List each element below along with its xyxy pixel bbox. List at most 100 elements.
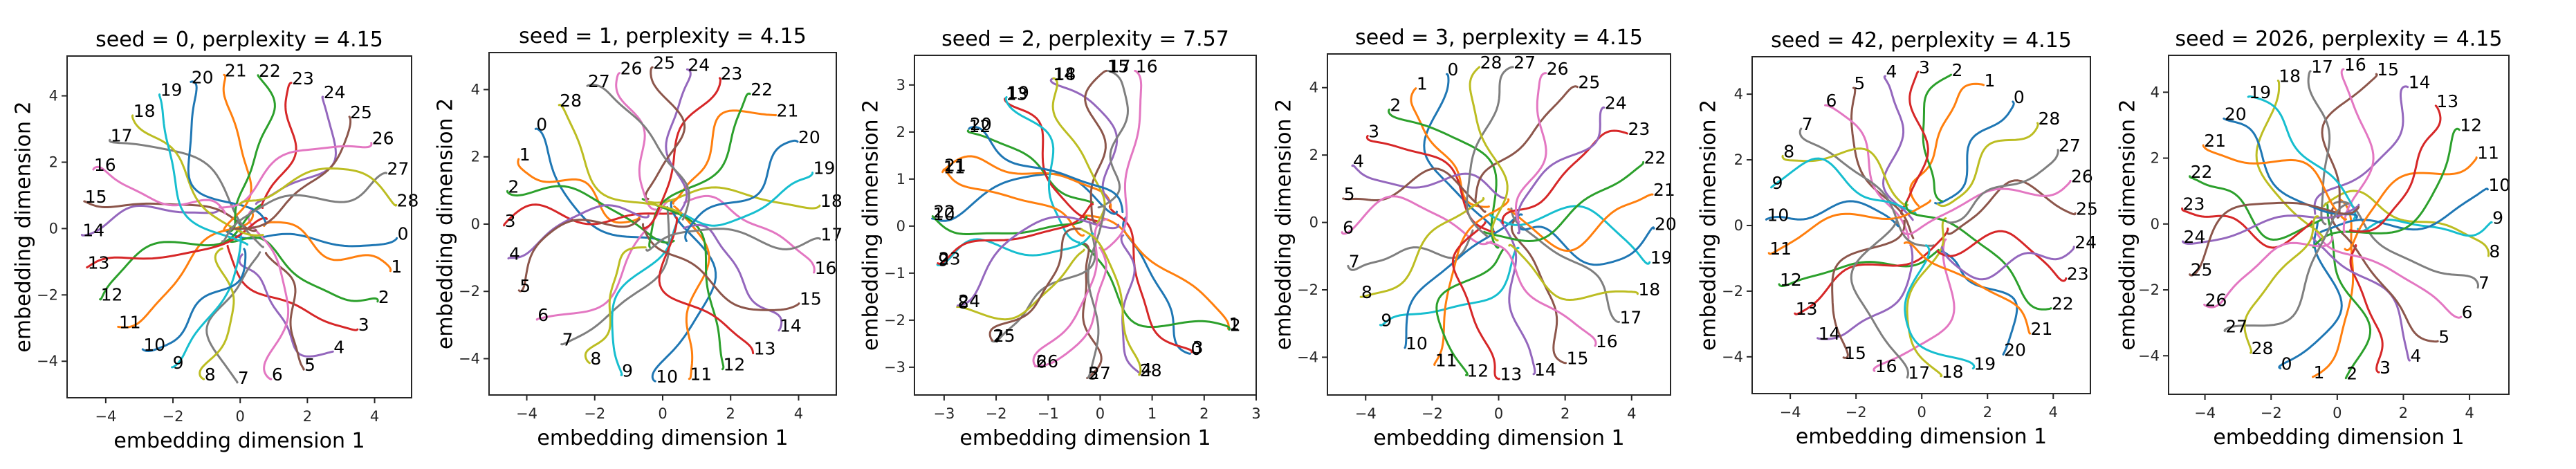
y-tick-label: 2 [1734,151,1743,168]
y-axis-label: embedding dimension 2 [1272,99,1296,350]
trajectory-13 [1794,227,1949,315]
trajectory-21 [222,73,252,232]
trajectory-7 [1798,127,1935,247]
trajectory-13 [658,216,755,355]
point-label-22: 22 [2191,162,2213,182]
point-label-10: 10 [2488,175,2510,195]
trajectory-20 [968,126,1124,214]
trajectory-2 [1078,242,1231,331]
point-label-28: 28 [560,91,582,111]
point-label-20: 20 [798,127,820,147]
trajectory-22 [1904,201,2052,311]
point-label-25: 25 [350,102,372,122]
point-label-14: 14 [1534,360,1556,380]
point-label-15: 15 [85,187,107,207]
x-tick-label: −3 [933,405,955,422]
point-label-16: 16 [2344,55,2366,75]
trajectory-8 [956,248,1085,321]
point-label-27: 27 [2225,317,2247,337]
trajectory-group [931,69,1231,379]
y-tick-label: −1 [884,265,905,282]
point-label-4: 4 [1886,62,1897,82]
trajectory-14 [683,223,783,332]
y-tick-label: 1 [896,171,905,187]
trajectory-16 [1485,241,1597,347]
point-label-13: 13 [1500,365,1522,385]
point-label-11: 11 [944,158,966,178]
trajectory-26 [1515,72,1547,223]
point-label-14: 14 [780,316,802,336]
x-tick-label: 0 [1917,404,1926,421]
point-label-15: 15 [2377,59,2399,80]
subplot-seed-1: seed = 1, perplexity = 4.15 embedding di… [434,24,843,450]
trajectory-17 [645,228,821,252]
point-label-14: 14 [82,221,104,241]
point-label-22: 22 [1644,147,1666,167]
point-label-5: 5 [1088,364,1099,384]
x-tick-label: −2 [584,405,605,422]
point-label-2: 2 [2346,364,2357,384]
trajectory-3 [503,203,690,227]
trajectory-23 [937,203,1094,265]
trajectory-16 [92,165,226,214]
point-label-3: 3 [1193,338,1204,358]
point-label-0: 0 [2281,353,2292,374]
point-label-16: 16 [1875,356,1897,376]
point-label-10: 10 [143,335,165,355]
trajectory-23 [2181,207,2313,249]
x-tick-label: 0 [2333,405,2342,421]
point-label-9: 9 [2492,208,2503,228]
y-tick-label: 4 [471,81,480,98]
x-tick-label: −2 [163,408,184,425]
point-label-22: 22 [751,80,773,100]
point-label-1: 1 [2313,362,2324,383]
trajectory-15 [2321,73,2378,219]
point-label-16: 16 [815,258,837,278]
point-label-23: 23 [721,64,743,84]
y-tick-label: 2 [1309,147,1318,163]
point-label-20: 20 [2225,104,2247,124]
x-tick-label: 2 [1199,405,1208,422]
point-label-9: 9 [173,353,184,373]
y-tick-label: 0 [471,216,480,232]
point-label-5: 5 [1344,184,1355,204]
point-label-24: 24 [688,55,710,75]
trajectory-7 [205,251,261,384]
y-tick-label: −2 [1297,282,1318,298]
trajectory-19 [1004,96,1080,244]
axes-frame [2168,55,2510,395]
trajectory-28 [1080,228,1142,376]
x-axis-label: embedding dimension 1 [1796,425,2047,449]
point-label-26: 26 [2071,166,2093,186]
trajectory-17 [108,138,264,248]
trajectory-6 [1033,246,1107,368]
point-label-25: 25 [653,53,675,73]
point-label-7: 7 [2478,273,2490,293]
trajectory-10 [1404,213,1523,349]
point-label-26: 26 [372,129,394,149]
y-axis-label: embedding dimension 2 [2116,99,2140,350]
y-tick-label: −4 [1722,349,1743,365]
x-axis-label: embedding dimension 1 [2213,425,2464,450]
point-label-24: 24 [958,291,980,311]
y-tick-label: −2 [1722,283,1743,300]
y-tick-label: 4 [49,88,58,104]
trajectory-8 [584,246,647,365]
point-label-23: 23 [1628,119,1650,139]
trajectory-5 [1080,241,1103,379]
trajectory-11 [2344,156,2478,252]
point-label-22: 22 [259,61,281,81]
trajectory-23 [642,77,721,230]
subplot-title: seed = 42, perplexity = 4.15 [1771,28,2072,53]
trajectory-4 [1351,164,1507,199]
y-tick-label: −4 [37,353,58,369]
trajectory-11 [1433,198,1510,367]
point-label-4: 4 [333,337,344,357]
y-tick-label: 3 [896,77,905,93]
trajectory-19 [1904,244,1976,369]
y-axis-label: embedding dimension 2 [434,98,458,349]
trajectory-8 [199,247,235,380]
x-tick-label: 4 [2049,404,2058,421]
point-label-24: 24 [1605,93,1627,113]
point-label-28: 28 [1480,53,1502,73]
